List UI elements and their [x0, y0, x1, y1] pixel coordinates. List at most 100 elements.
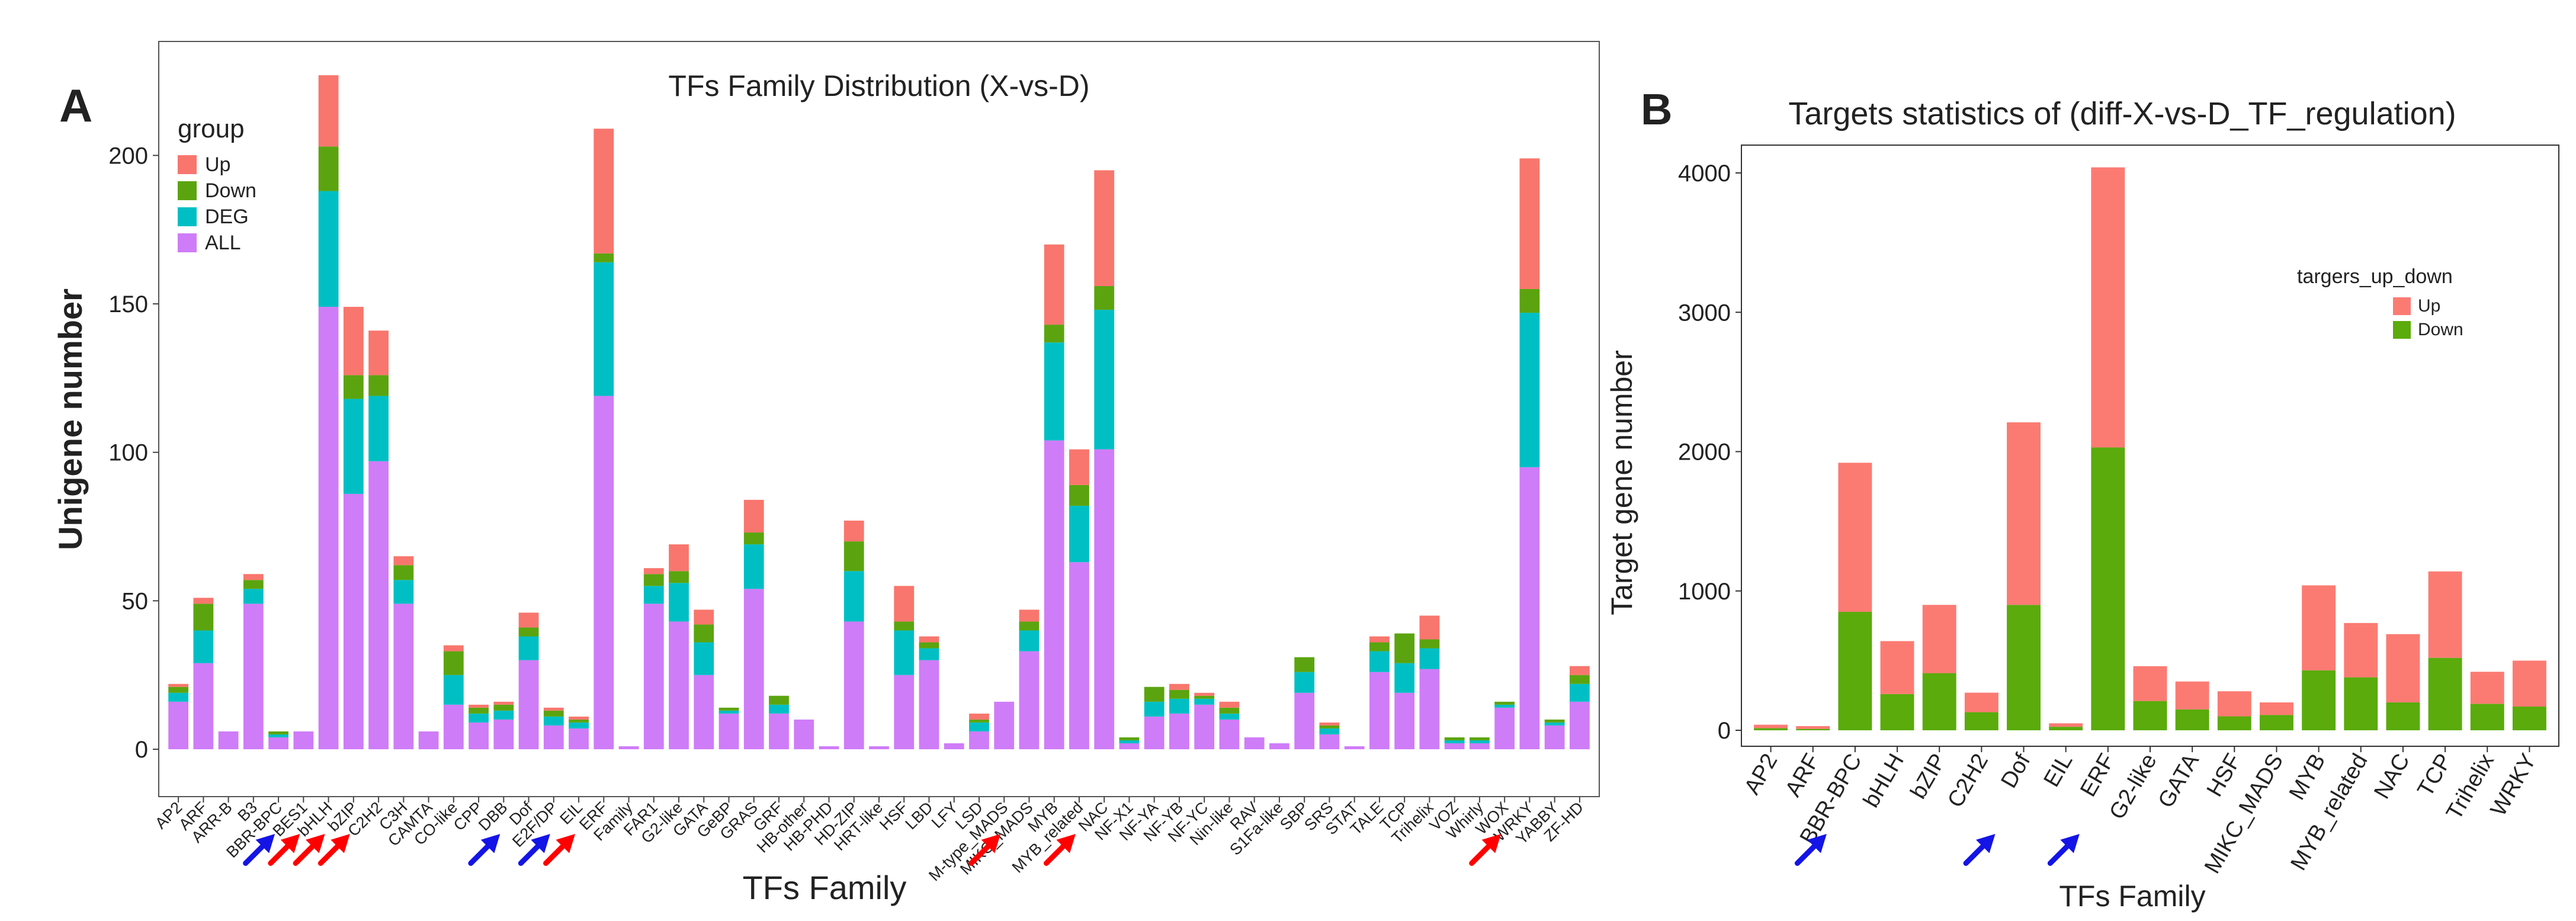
panel-a-bar-all-camta [418, 731, 439, 749]
panel-a-bar-all-yabby [1544, 725, 1565, 749]
panel-a-bar-up-co-like [443, 645, 464, 652]
panel-b-legend-label-down: Down [2418, 320, 2463, 339]
panel-a-bar-all-ap2 [168, 701, 189, 749]
panel-a-bar-deg-myb [1044, 342, 1064, 441]
panel-a-bar-deg-lsd [969, 722, 989, 731]
panel-b-bar-down-eil [2049, 727, 2083, 730]
panel-a-bar-down-myb-related [1069, 484, 1089, 506]
panel-a-bar-down-trihelix [1419, 639, 1440, 649]
panel-a-arrow-bzip [317, 834, 350, 866]
panel-a-bar-up-bzip [343, 307, 364, 376]
panel-a-bar-up-zf-hd [1569, 666, 1590, 675]
panel-a-bar-all-hb-phd [819, 746, 839, 749]
panel-a-bar-down-arf [193, 604, 214, 631]
panel-b: B Targets statistics of (diff-X-vs-D_TF_… [1605, 85, 2559, 913]
panel-a-bar-all-gras [743, 589, 764, 749]
panel-a-arrow-bes1-head [280, 834, 300, 853]
panel-a-bar-down-dof [518, 627, 539, 637]
panel-a-arrow-wox-head [1481, 834, 1502, 853]
panel-a-bar-deg-nf-yb [1169, 698, 1189, 714]
panel-a-bar-all-mikc-mads [1019, 651, 1040, 749]
panel-a-bar-down-eil [569, 719, 589, 723]
panel-b-bar-up-trihelix [2470, 672, 2504, 704]
panel-a-bar-up-e2f-dp [543, 707, 564, 711]
panel-a-bar-all-bes1 [293, 731, 314, 749]
panel-a-bar-all-nin-like [1219, 719, 1240, 749]
panel-a-bar-up-bhlh [318, 75, 339, 147]
panel-b-legend-swatch-down [2393, 321, 2411, 339]
panel-a-x-axis-label: TFs Family [743, 869, 907, 906]
panel-a-bar-up-gata [694, 609, 714, 625]
panel-b-y-tick-label: 2000 [1678, 439, 1731, 466]
panel-b-bar-down-myb-related [2344, 677, 2378, 730]
panel-a-bar-all-m-type-mads [994, 701, 1015, 749]
panel-b-bar-down-bzip [1922, 673, 1956, 730]
panel-a-bar-deg-grf [769, 704, 789, 714]
panel-b-letter: B [1641, 85, 1672, 134]
panel-a-bar-all-cpp [469, 722, 489, 749]
panel-a-bar-all-arf [193, 663, 214, 749]
panel-a-bar-deg-far1 [643, 586, 664, 604]
panel-a-bar-down-b3 [243, 580, 264, 589]
panel-a-title: TFs Family Distribution (X-vs-D) [668, 69, 1089, 102]
panel-b-bar-down-bhlh [1880, 694, 1914, 730]
panel-b-bar-down-dof [2007, 605, 2041, 730]
panel-a-bar-deg-lbd [919, 648, 939, 660]
panel-b-bar-up-mikc-mads [2260, 702, 2293, 715]
panel-a-bar-all-nf-ya [1144, 716, 1165, 749]
panel-b-bar-down-bbr-bpc [1838, 612, 1872, 730]
panel-a-bar-all-s1fa-like [1269, 743, 1289, 749]
panel-a-bar-up-arf [193, 598, 214, 604]
panel-a-bar-up-myb [1044, 244, 1064, 325]
panel-a-bar-deg-cpp [469, 713, 489, 723]
panel-b-bar-down-nac [2386, 702, 2420, 730]
panel-b-bar-up-erf [2091, 167, 2125, 448]
panel-a-bar-up-dof [518, 612, 539, 628]
panel-a-bar-all-b3 [243, 604, 264, 749]
panel-a-legend-label-up: Up [205, 153, 230, 176]
panel-a-bar-all-voz [1444, 743, 1465, 749]
panel-a-bar-all-bhlh [318, 307, 339, 749]
panel-a-bar-all-far1 [643, 604, 664, 749]
panel-a-bar-up-mikc-mads [1019, 609, 1040, 622]
panel-a-bar-up-myb-related [1069, 449, 1089, 485]
panel-a-bar-deg-nin-like [1219, 713, 1240, 720]
panel-b-bar-up-arf [1796, 726, 1830, 729]
panel-a-bar-all-rav [1244, 737, 1265, 749]
panel-a-bar-up-erf [594, 129, 614, 253]
panel-a-arrow-bbr-bpc [243, 834, 275, 866]
panel-a-bar-deg-tale [1369, 651, 1390, 672]
panel-a-bar-down-lsd [969, 719, 989, 723]
panel-a-legend-swatch-up [178, 155, 197, 174]
panel-a-bar-deg-hsf [894, 630, 915, 675]
panel-a-bar-deg-bzip [343, 399, 364, 494]
panel-a-arrow-dbb [468, 834, 501, 866]
panel-a-bar-down-yabby [1544, 719, 1565, 723]
panel-b-bar-up-eil [2049, 723, 2083, 727]
panel-a-bar-deg-wox [1494, 704, 1515, 708]
panel-a-bar-down-tale [1369, 642, 1390, 652]
panel-a-bar-up-nac [1094, 170, 1115, 286]
panel-a-bar-down-nac [1094, 285, 1115, 310]
panel-a-bar-deg-trihelix [1419, 648, 1440, 669]
panel-a-bar-all-zf-hd [1569, 701, 1590, 749]
panel-a-legend-label-deg: DEG [205, 206, 249, 228]
panel-a-bar-down-mikc-mads [1019, 621, 1040, 631]
panel-a-bar-down-cpp [469, 707, 489, 714]
panel-a-bar-up-dbb [493, 701, 514, 705]
panel-a-bar-down-co-like [443, 651, 464, 675]
panel-a-legend-label-all: ALL [205, 232, 241, 254]
panel-a-arrow-e2f-dp [518, 834, 550, 866]
panel-b-arrow-erf [2047, 834, 2080, 866]
panel-a-bar-deg-dof [518, 636, 539, 660]
panel-a-bar-deg-srs [1319, 728, 1340, 734]
panel-a-bar-all-tale [1369, 672, 1390, 749]
panel-a-bar-down-srs [1319, 725, 1340, 729]
panel-a-arrow-eil [543, 834, 576, 866]
panel-a-bar-deg-sbp [1294, 672, 1315, 693]
panel-a-legend-swatch-all [178, 233, 197, 252]
panel-a-bar-deg-nf-x1 [1119, 740, 1140, 743]
panel-a-bar-down-lbd [919, 642, 939, 649]
panel-a-bar-deg-gebp [718, 710, 739, 714]
panel-a-bar-deg-hd-zip [843, 571, 864, 622]
